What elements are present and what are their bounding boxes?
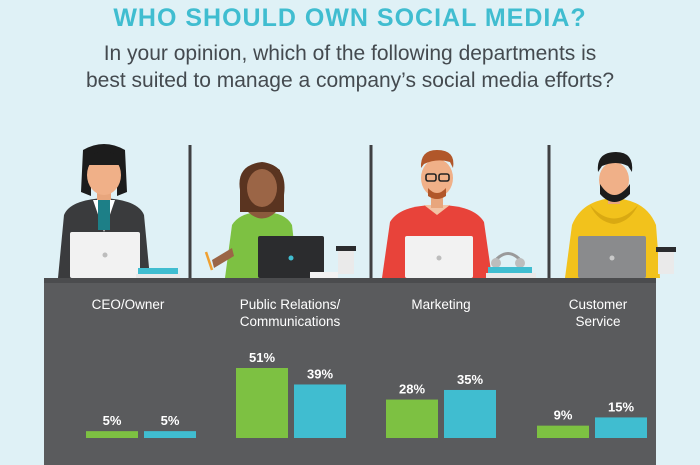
chart-subtitle: In your opinion, which of the following … [0,40,700,94]
pr-coffee-cup-icon [336,246,356,274]
bar-series2-cat3 [444,389,496,438]
bar-series1-cat1 [86,431,138,438]
bar-series1-cat3 [386,399,438,438]
bar-series1-cat2 [236,368,288,438]
subtitle-line-1: In your opinion, which of the following … [103,42,597,65]
marketing-headphones-icon [491,252,525,268]
data-label-series2-cat2: 39% [307,366,333,381]
category-label-marketing: Marketing [411,297,471,312]
bar-series2-cat2 [294,384,346,438]
data-label-series2-cat1: 5% [161,413,180,428]
desk-edge [44,278,656,286]
category-label-public-relations: Public Relations/ Communications [239,297,341,329]
subtitle-line-2: best suited to manage a company’s social… [85,69,615,92]
data-label-series1-cat2: 51% [249,350,275,365]
category-label-ceo-owner: CEO/Owner [91,297,165,312]
marketing-laptop-icon [405,236,473,278]
data-label-series2-cat3: 35% [457,372,483,387]
pr-notebook-icon [310,272,338,278]
category-label-customer-service: Customer Service [568,297,628,329]
customer-service-laptop-icon [578,236,646,278]
customer-service-coffee-cup-icon [656,247,676,274]
marketing-books-icon [486,267,536,278]
ceo-laptop-icon [70,232,140,278]
bar-series1-cat4 [537,425,589,438]
data-label-series1-cat4: 9% [554,408,573,423]
office-illustration [58,144,676,280]
data-label-series2-cat4: 15% [608,399,634,414]
data-label-series1-cat1: 5% [103,413,122,428]
bar-series2-cat4 [595,417,647,438]
ceo-books-icon [136,268,180,279]
bar-series2-cat1 [144,431,196,438]
data-label-series1-cat3: 28% [399,382,425,397]
pr-laptop-icon [258,236,324,278]
chart-title: WHO SHOULD OWN SOCIAL MEDIA? [113,4,587,32]
